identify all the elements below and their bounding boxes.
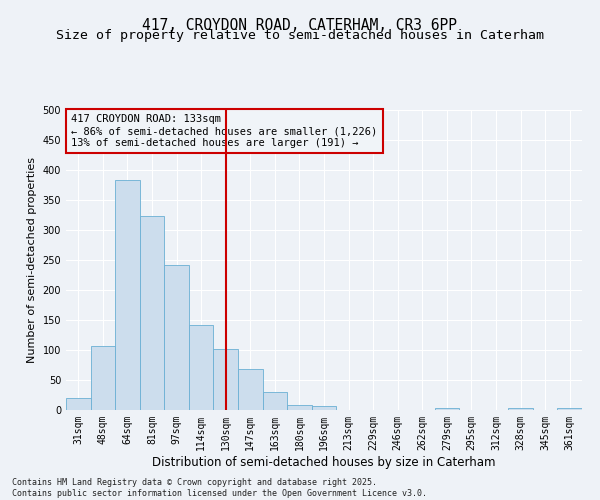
Bar: [91, 346, 115, 410]
Text: Size of property relative to semi-detached houses in Caterham: Size of property relative to semi-detach…: [56, 29, 544, 42]
Bar: [238, 368, 263, 410]
X-axis label: Distribution of semi-detached houses by size in Caterham: Distribution of semi-detached houses by …: [152, 456, 496, 468]
Bar: [312, 406, 336, 410]
Bar: [189, 326, 214, 410]
Text: 417 CROYDON ROAD: 133sqm
← 86% of semi-detached houses are smaller (1,226)
13% o: 417 CROYDON ROAD: 133sqm ← 86% of semi-d…: [71, 114, 377, 148]
Bar: [263, 392, 287, 410]
Bar: [287, 404, 312, 410]
Bar: [140, 216, 164, 410]
Y-axis label: Number of semi-detached properties: Number of semi-detached properties: [27, 157, 37, 363]
Bar: [115, 180, 140, 410]
Bar: [434, 408, 459, 410]
Text: 417, CROYDON ROAD, CATERHAM, CR3 6PP: 417, CROYDON ROAD, CATERHAM, CR3 6PP: [143, 18, 458, 32]
Bar: [66, 398, 91, 410]
Text: Contains HM Land Registry data © Crown copyright and database right 2025.
Contai: Contains HM Land Registry data © Crown c…: [12, 478, 427, 498]
Bar: [164, 266, 189, 410]
Bar: [214, 350, 238, 410]
Bar: [557, 408, 582, 410]
Bar: [508, 408, 533, 410]
